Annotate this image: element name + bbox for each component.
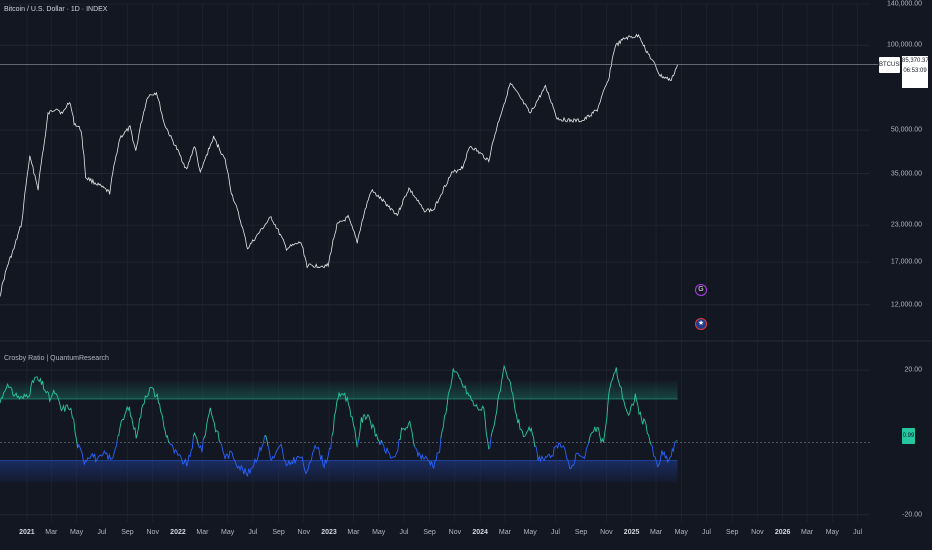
indicator-value-tag: 0.99 xyxy=(902,428,915,444)
oscillator-segment xyxy=(382,439,400,459)
time-tick-label: Jul xyxy=(248,529,258,536)
time-tick-label: 2024 xyxy=(472,529,488,536)
event-g-icon[interactable]: G xyxy=(695,284,707,296)
price-tick-label: 17,000.00 xyxy=(890,258,922,266)
oscillator-segment xyxy=(490,364,536,447)
time-tick-label: Nov xyxy=(600,529,613,536)
time-tick-label: Sep xyxy=(423,529,436,536)
oscillator-segment xyxy=(534,442,590,470)
oscillator-segment xyxy=(588,367,652,446)
price-series-line xyxy=(0,33,678,297)
time-tick-label: May xyxy=(825,529,839,536)
oscillator-segment xyxy=(331,391,358,448)
time-tick-label: 2026 xyxy=(774,529,791,536)
oscillator-segment xyxy=(650,440,677,468)
oscillator-segment xyxy=(440,367,490,450)
oscillator-bands xyxy=(0,380,870,483)
price-tick-label: 50,000.00 xyxy=(890,126,922,134)
time-tick-label: Mar xyxy=(347,529,360,536)
lower-band-fill xyxy=(0,460,678,483)
oscillator-segment xyxy=(117,387,170,444)
upper-band-fill xyxy=(0,380,678,400)
oscillator-segment xyxy=(220,436,265,477)
oscillator-segment xyxy=(414,438,442,470)
time-tick-label: Jul xyxy=(550,529,560,536)
time-tick-label: Sep xyxy=(272,529,285,536)
time-tick-label: Nov xyxy=(146,529,159,536)
time-tick-label: Mar xyxy=(196,529,209,536)
last-price-label: 85,370.37 06:53:09 xyxy=(902,56,929,88)
indicator-tick-label: -20.00 xyxy=(902,511,922,519)
oscillator-segment xyxy=(399,420,415,447)
oscillator-segment xyxy=(264,434,269,446)
indicator-title[interactable]: Crosby Ratio | QuantumResearch xyxy=(4,355,109,362)
oscillator-segment xyxy=(358,413,381,446)
oscillator-segment xyxy=(380,439,383,444)
time-tick-label: May xyxy=(674,529,688,536)
oscillator-segment xyxy=(488,436,492,450)
bar-countdown: 06:53:09 xyxy=(903,68,927,74)
price-tick-label: 35,000.00 xyxy=(890,170,922,178)
last-price-value: 85,370.37 xyxy=(902,58,929,64)
oscillator-segment xyxy=(356,439,360,448)
time-tick-label: 2025 xyxy=(623,529,640,536)
indicator-tick-label: 20.00 xyxy=(904,366,922,374)
time-tick-label: May xyxy=(221,529,235,536)
series-layer xyxy=(0,33,878,477)
time-tick-label: Mar xyxy=(801,529,814,536)
us-flag-icon[interactable]: ★ xyxy=(695,318,707,330)
time-tick-label: 2022 xyxy=(170,529,186,536)
time-tick-label: May xyxy=(69,529,84,536)
grid-lines xyxy=(0,3,870,522)
time-tick-label: Sep xyxy=(725,529,739,536)
oscillator-segment xyxy=(202,407,221,443)
time-tick-label: Nov xyxy=(297,529,311,536)
time-tick-label: 2021 xyxy=(19,529,35,536)
oscillator-segment xyxy=(267,435,333,475)
time-tick-label: Mar xyxy=(45,529,58,536)
oscillator-segment xyxy=(77,436,119,466)
time-tick-label: 2023 xyxy=(321,529,337,536)
price-tick-label: 100,000.00 xyxy=(886,41,922,49)
oscillator-segment xyxy=(192,431,199,445)
time-tick-label: Sep xyxy=(574,529,588,536)
time-tick-label: Nov xyxy=(448,529,462,536)
price-tick-label: 23,000.00 xyxy=(890,221,922,229)
symbol-tag: BTCUSD xyxy=(879,57,904,73)
time-tick-label: May xyxy=(523,529,537,536)
time-tick-label: Jul xyxy=(853,529,863,536)
time-tick-label: Mar xyxy=(649,529,663,536)
symbol-title[interactable]: Bitcoin / U.S. Dollar · 1D · INDEX xyxy=(4,6,108,13)
time-tick-label: Sep xyxy=(121,529,134,536)
time-tick-label: Mar xyxy=(498,529,511,536)
oscillator-segment xyxy=(169,436,194,467)
time-tick-label: Jul xyxy=(399,529,409,536)
price-tick-label: 140,000.00 xyxy=(886,0,922,8)
oscillator-segment xyxy=(0,376,79,449)
oscillator-segment xyxy=(197,439,204,453)
price-tick-label: 12,000.00 xyxy=(890,301,922,309)
time-tick-label: May xyxy=(372,529,386,536)
time-tick-label: Nov xyxy=(751,529,764,536)
time-tick-label: Jul xyxy=(97,529,107,536)
time-tick-label: Jul xyxy=(702,529,711,536)
